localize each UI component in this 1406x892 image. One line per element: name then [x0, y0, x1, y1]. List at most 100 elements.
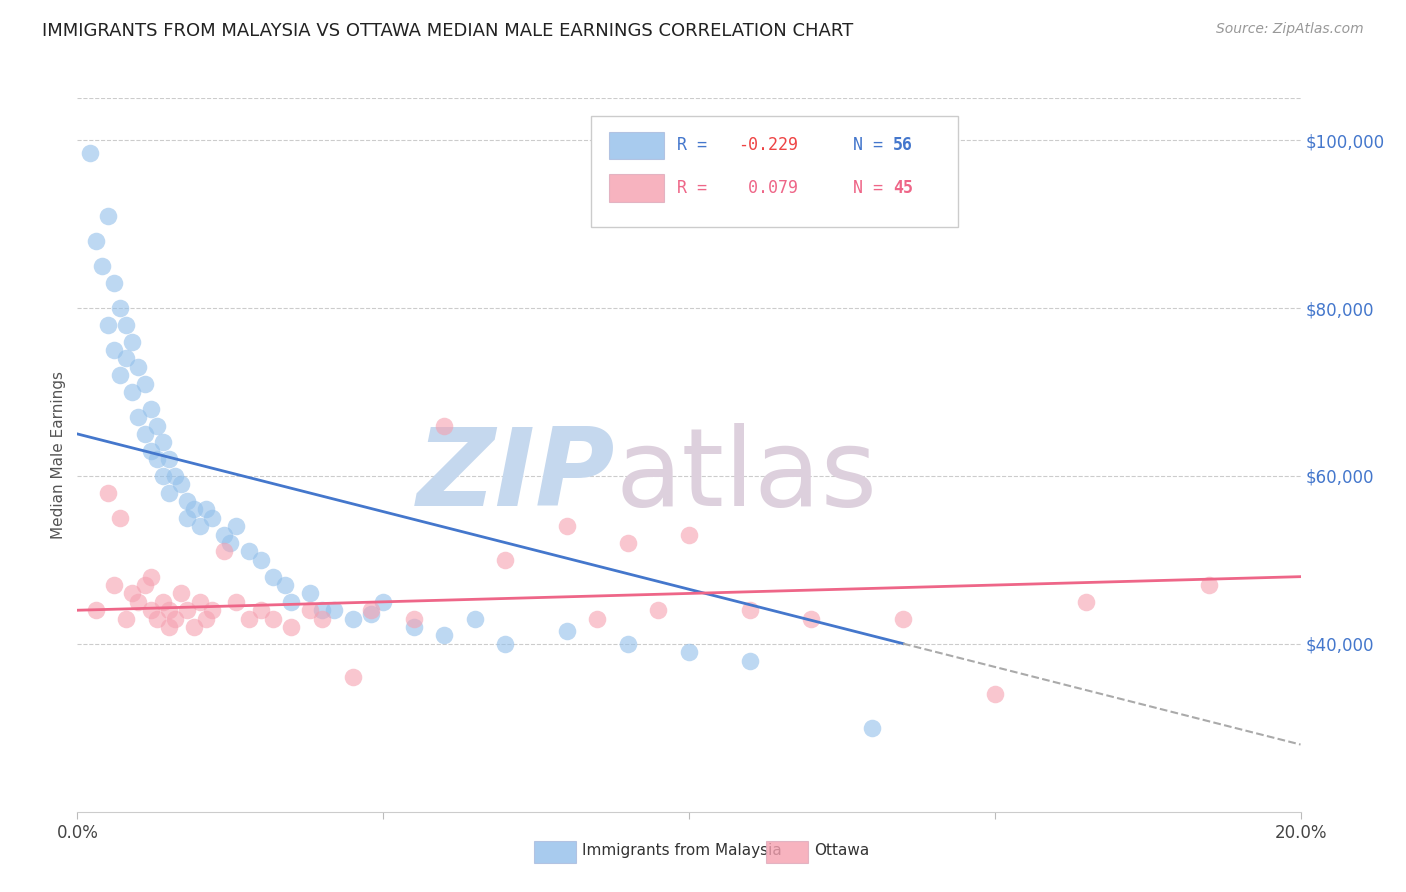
Point: [152, 435, 174, 450]
Point: [262, 569, 284, 583]
Point: [250, 603, 273, 617]
Text: ZIP: ZIP: [418, 424, 616, 529]
Point: [194, 612, 217, 626]
Point: [170, 477, 193, 491]
Point: [212, 527, 235, 541]
Point: [740, 603, 762, 617]
Text: 56: 56: [893, 136, 914, 154]
Point: [262, 612, 284, 626]
Point: [323, 603, 346, 617]
Point: [280, 595, 302, 609]
Point: [617, 536, 640, 550]
Point: [84, 234, 107, 248]
Point: [152, 595, 174, 609]
Point: [134, 376, 156, 391]
Point: [176, 511, 198, 525]
Point: [176, 603, 198, 617]
Point: [647, 603, 669, 617]
Point: [121, 384, 143, 399]
Point: [157, 620, 180, 634]
Point: [103, 343, 125, 357]
Text: Source: ZipAtlas.com: Source: ZipAtlas.com: [1216, 22, 1364, 37]
Point: [188, 519, 211, 533]
Point: [157, 485, 180, 500]
Text: N =: N =: [824, 136, 893, 154]
Point: [121, 334, 143, 349]
Point: [103, 276, 125, 290]
Text: R =: R =: [676, 136, 717, 154]
Point: [984, 687, 1007, 701]
Point: [146, 452, 169, 467]
Point: [238, 612, 260, 626]
Point: [157, 452, 180, 467]
Point: [97, 318, 120, 332]
Text: R =: R =: [676, 179, 717, 197]
Point: [157, 603, 180, 617]
Point: [280, 620, 302, 634]
Y-axis label: Median Male Earnings: Median Male Earnings: [51, 371, 66, 539]
Point: [152, 469, 174, 483]
Point: [128, 595, 150, 609]
Point: [128, 359, 150, 374]
Point: [194, 502, 217, 516]
Text: 0.079: 0.079: [738, 179, 797, 197]
Point: [115, 612, 138, 626]
Point: [371, 595, 394, 609]
Point: [464, 612, 486, 626]
FancyBboxPatch shape: [591, 116, 957, 227]
Point: [433, 418, 456, 433]
Point: [108, 368, 131, 383]
Point: [170, 586, 193, 600]
Point: [90, 259, 112, 273]
Point: [212, 544, 235, 558]
Point: [555, 624, 578, 639]
Point: [188, 595, 211, 609]
Point: [128, 410, 150, 425]
Point: [165, 469, 187, 483]
Point: [134, 426, 156, 441]
Point: [225, 519, 247, 533]
Point: [139, 443, 162, 458]
Point: [862, 721, 884, 735]
Point: [108, 301, 131, 315]
Point: [146, 612, 169, 626]
Point: [121, 586, 143, 600]
Point: [139, 401, 162, 416]
Point: [115, 351, 138, 366]
Point: [183, 620, 205, 634]
Point: [617, 637, 640, 651]
Point: [139, 603, 162, 617]
Point: [740, 654, 762, 668]
Text: atlas: atlas: [616, 424, 877, 529]
Point: [402, 612, 425, 626]
Point: [298, 586, 321, 600]
Point: [342, 612, 364, 626]
Point: [402, 620, 425, 634]
Point: [97, 209, 120, 223]
Point: [342, 670, 364, 684]
Point: [298, 603, 321, 617]
Point: [238, 544, 260, 558]
Point: [891, 612, 914, 626]
Point: [201, 511, 224, 525]
Text: -0.229: -0.229: [738, 136, 797, 154]
Point: [219, 536, 242, 550]
Point: [165, 612, 187, 626]
Text: Ottawa: Ottawa: [814, 844, 869, 858]
Point: [495, 637, 517, 651]
Point: [1198, 578, 1220, 592]
Point: [183, 502, 205, 516]
Point: [800, 612, 823, 626]
Point: [115, 318, 138, 332]
Point: [225, 595, 247, 609]
Point: [1076, 595, 1098, 609]
Point: [360, 607, 382, 622]
Bar: [609, 132, 665, 159]
Point: [495, 553, 517, 567]
Point: [146, 418, 169, 433]
Point: [97, 485, 120, 500]
Point: [84, 603, 107, 617]
Point: [134, 578, 156, 592]
Point: [79, 145, 101, 160]
Point: [250, 553, 273, 567]
